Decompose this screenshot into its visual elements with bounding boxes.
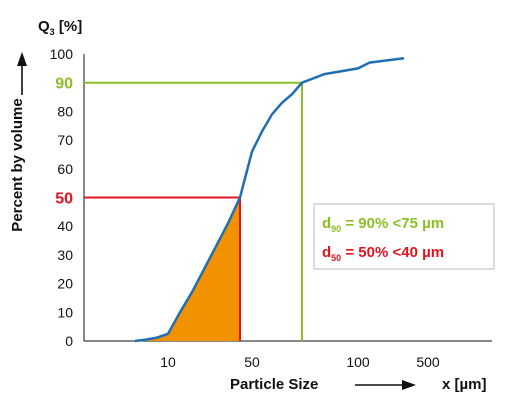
x-unit-label: x [µm] bbox=[442, 376, 486, 393]
y-axis-title: Percent by volume bbox=[9, 98, 26, 231]
x-tick-label: 50 bbox=[244, 354, 260, 370]
y-axis-arrowhead bbox=[17, 52, 27, 66]
annotation-d90: d90 = 90% <75 µm bbox=[322, 215, 444, 234]
x-axis-title: Particle Size bbox=[230, 376, 318, 393]
y-tick-label: 30 bbox=[57, 247, 73, 263]
x-tick-label: 10 bbox=[160, 354, 176, 370]
highlight-tick-label: 50 bbox=[55, 191, 73, 208]
y-tick-label: 80 bbox=[57, 103, 73, 119]
y-tick-label: 100 bbox=[50, 46, 74, 62]
y-tick-label: 70 bbox=[57, 132, 73, 148]
annotation-box bbox=[313, 203, 495, 270]
d50-fill-area bbox=[135, 197, 240, 341]
x-tick-label: 100 bbox=[346, 354, 370, 370]
series-line bbox=[134, 57, 405, 343]
annotation-d50: d50 = 50% <40 µm bbox=[322, 244, 444, 263]
x-axis-arrowhead bbox=[402, 380, 416, 390]
x-tick-labels: 10 50 100 500 bbox=[160, 354, 440, 370]
y-tick-label: 40 bbox=[57, 218, 73, 234]
y-tick-label: 10 bbox=[57, 304, 73, 320]
y-tick-labels: 0 10 20 30 40 60 70 80 100 bbox=[50, 46, 74, 349]
y-tick-label: 0 bbox=[65, 333, 73, 349]
y-unit-label: Q3 [%] bbox=[38, 18, 82, 37]
y-tick-label: 20 bbox=[57, 276, 73, 292]
y-tick-label: 60 bbox=[57, 161, 73, 177]
x-tick-label: 500 bbox=[416, 354, 440, 370]
highlight-tick-labels: 90 50 bbox=[55, 76, 73, 208]
highlight-tick-label: 90 bbox=[55, 76, 73, 93]
